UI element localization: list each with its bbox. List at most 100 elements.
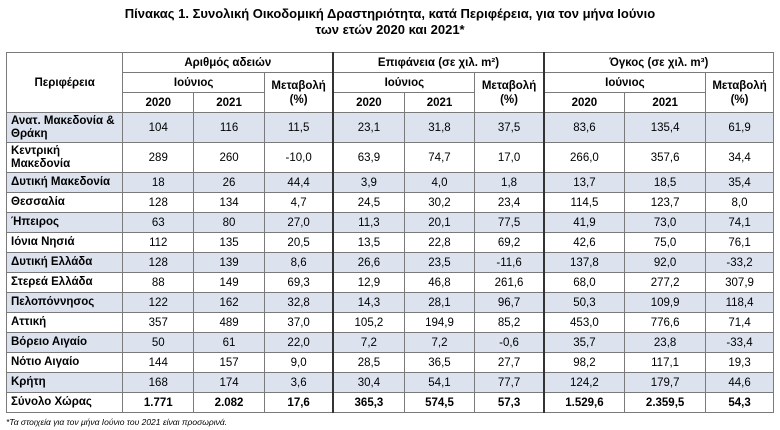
value-cell: 26,6 xyxy=(332,252,405,273)
value-cell: 74,7 xyxy=(403,142,476,173)
value-cell: 179,7 xyxy=(624,372,707,393)
value-cell: 32,8 xyxy=(263,292,334,313)
value-cell: 17,0 xyxy=(474,142,545,173)
value-cell: 139 xyxy=(193,252,265,273)
table-row: Στερεά Ελλάδα 88 149 69,3 12,9 46,8 261,6 68,0 2… xyxy=(5,272,774,293)
value-cell: 68,0 xyxy=(542,272,626,293)
value-cell: 30,2 xyxy=(403,192,476,213)
header-volume-june: Ιούνιος xyxy=(542,72,707,93)
value-cell: -33,4 xyxy=(705,332,774,353)
region-name: Νότιο Αιγαίο xyxy=(5,352,124,373)
region-name: Κρήτη xyxy=(5,372,124,393)
value-cell: 98,2 xyxy=(542,352,626,373)
value-cell: 36,5 xyxy=(403,352,476,373)
value-cell: 41,9 xyxy=(542,212,626,233)
table-row: Πελοπόννησος 122 162 32,8 14,3 28,1 96,7 50,3 10… xyxy=(5,292,774,313)
table-row: Ανατ. Μακεδονία & Θράκη 104 116 11,5 23,1 31,… xyxy=(5,112,774,143)
value-cell: 13,5 xyxy=(332,232,405,253)
value-cell: 11,3 xyxy=(332,212,405,233)
value-cell: 128 xyxy=(122,192,195,213)
value-cell: 4,0 xyxy=(403,172,476,193)
title-line-1: Πίνακας 1. Συνολική Οικοδομική Δραστηριό… xyxy=(124,6,656,21)
value-cell: 75,0 xyxy=(624,232,707,253)
value-cell: 23,8 xyxy=(624,332,707,353)
value-cell: 22,0 xyxy=(263,332,334,353)
header-volume: Όγκος (σε χιλ. m³) xyxy=(542,52,774,73)
table-title: Πίνακας 1. Συνολική Οικοδομική Δραστηριό… xyxy=(0,6,780,38)
value-cell: 37,0 xyxy=(263,312,334,333)
value-cell: 27,7 xyxy=(474,352,545,373)
region-name: Πελοπόννησος xyxy=(5,292,124,313)
value-cell: 34,4 xyxy=(705,142,774,173)
value-cell: 88 xyxy=(122,272,195,293)
value-cell: 4,7 xyxy=(263,192,334,213)
table-row: Θεσσαλία 128 134 4,7 24,5 30,2 23,4 114,5 123,7 8… xyxy=(5,192,774,213)
region-name: Σύνολο Χώρας xyxy=(5,392,124,413)
value-cell: 7,2 xyxy=(332,332,405,353)
value-cell: 63,9 xyxy=(332,142,405,173)
value-cell: 80 xyxy=(193,212,265,233)
header-year-2021: 2021 xyxy=(193,92,265,113)
value-cell: 46,8 xyxy=(403,272,476,293)
region-name: Ιόνια Νησιά xyxy=(5,232,124,253)
value-cell: -0,6 xyxy=(474,332,545,353)
value-cell: 135,4 xyxy=(624,112,707,143)
region-name: Στερεά Ελλάδα xyxy=(5,272,124,293)
value-cell: 20,5 xyxy=(263,232,334,253)
value-cell: 8,0 xyxy=(705,192,774,213)
value-cell: 194,9 xyxy=(403,312,476,333)
value-cell: 73,0 xyxy=(624,212,707,233)
value-cell: 122 xyxy=(122,292,195,313)
table-row: Αττική 357 489 37,0 105,2 194,9 85,2 453,0 776,6… xyxy=(5,312,774,333)
value-cell: 8,6 xyxy=(263,252,334,273)
value-cell: 20,1 xyxy=(403,212,476,233)
value-cell: 44,4 xyxy=(263,172,334,193)
table-row: Κεντρική Μακεδονία 289 260 -10,0 63,9 74,7 17,… xyxy=(5,142,774,173)
value-cell: 92,0 xyxy=(624,252,707,273)
region-name: Ήπειρος xyxy=(5,212,124,233)
value-cell: 3,9 xyxy=(332,172,405,193)
value-cell: 77,5 xyxy=(474,212,545,233)
header-permits-june: Ιούνιος xyxy=(122,72,265,93)
value-cell: 30,4 xyxy=(332,372,405,393)
value-cell: 14,3 xyxy=(332,292,405,313)
value-cell: 23,1 xyxy=(332,112,405,143)
value-cell: 23,5 xyxy=(403,252,476,273)
value-cell: 144 xyxy=(122,352,195,373)
table-row: Ιόνια Νησιά 112 135 20,5 13,5 22,8 69,2 42,6 75,… xyxy=(5,232,774,253)
region-name: Βόρειο Αιγαίο xyxy=(5,332,124,353)
value-cell: 23,4 xyxy=(474,192,545,213)
region-name: Κεντρική Μακεδονία xyxy=(5,142,124,173)
value-cell: 162 xyxy=(193,292,265,313)
header-year-2020: 2020 xyxy=(542,92,626,113)
header-year-2021: 2021 xyxy=(624,92,707,113)
table-row: Δυτική Ελλάδα 128 139 8,6 26,6 23,5 -11,6 137,8… xyxy=(5,252,774,273)
value-cell: 85,2 xyxy=(474,312,545,333)
table-row: Δυτική Μακεδονία 18 26 44,4 3,9 4,0 1,8 13,7 18,… xyxy=(5,172,774,193)
region-name: Ανατ. Μακεδονία & Θράκη xyxy=(5,112,124,143)
value-cell: 63 xyxy=(122,212,195,233)
region-name: Θεσσαλία xyxy=(5,192,124,213)
value-cell: 307,9 xyxy=(705,272,774,293)
value-cell: 77,7 xyxy=(474,372,545,393)
value-cell: 574,5 xyxy=(403,392,476,413)
value-cell: 357,6 xyxy=(624,142,707,173)
value-cell: 1.529,6 xyxy=(542,392,626,413)
value-cell: 1,8 xyxy=(474,172,545,193)
value-cell: 137,8 xyxy=(542,252,626,273)
value-cell: 69,2 xyxy=(474,232,545,253)
value-cell: 69,3 xyxy=(263,272,334,293)
header-area: Επιφάνεια (σε χιλ. m²) xyxy=(332,52,545,73)
value-cell: 22,8 xyxy=(403,232,476,253)
value-cell: 50 xyxy=(122,332,195,353)
value-cell: 54,3 xyxy=(705,392,774,413)
value-cell: 18,5 xyxy=(624,172,707,193)
value-cell: 17,6 xyxy=(263,392,334,413)
value-cell: 105,2 xyxy=(332,312,405,333)
value-cell: 261,6 xyxy=(474,272,545,293)
value-cell: 37,5 xyxy=(474,112,545,143)
header-year-2021: 2021 xyxy=(403,92,476,113)
value-cell: 61,9 xyxy=(705,112,774,143)
header-area-change: Μεταβολή (%) xyxy=(474,72,545,113)
table-row: Βόρειο Αιγαίο 50 61 22,0 7,2 7,2 -0,6 35,7 23,8-… xyxy=(5,332,774,353)
